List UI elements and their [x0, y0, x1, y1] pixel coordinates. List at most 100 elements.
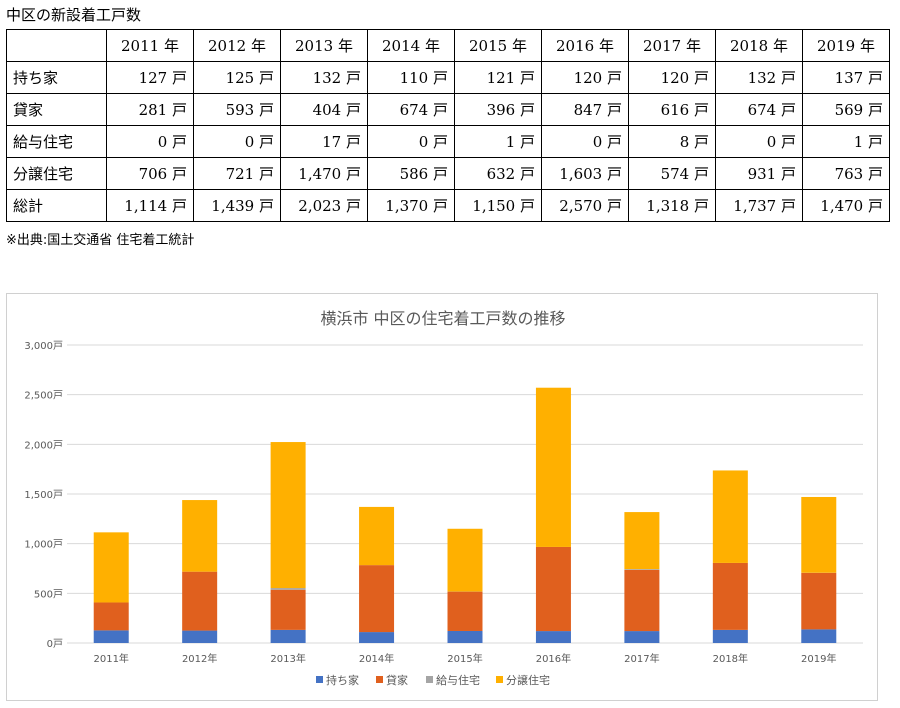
table-cell: 1,470 戸	[280, 157, 368, 190]
table-cell: 616 戸	[628, 93, 716, 126]
table-cell: 1,470 戸	[802, 189, 890, 222]
bar-segment	[535, 387, 571, 547]
table-cell: 8 戸	[628, 125, 716, 158]
header-year-cell: 2015 年	[454, 29, 542, 62]
y-tick-label: 2,500戸	[24, 390, 63, 402]
table-cell: 632 戸	[454, 157, 542, 190]
chart-title: 横浜市 中区の住宅着工戸数の推移	[320, 309, 565, 328]
row-label: 分譲住宅	[6, 157, 107, 190]
table-row: 貸家 281 戸 593 戸 404 戸 674 戸 396 戸 847 戸 616 戸 674…	[6, 93, 890, 126]
legend-label: 給与住宅	[436, 673, 480, 687]
x-tick-label: 2011年	[93, 652, 128, 665]
table-cell: 132 戸	[715, 61, 803, 94]
bar-segment	[270, 442, 306, 589]
table-cell: 847 戸	[541, 93, 629, 126]
row-label: 給与住宅	[6, 125, 107, 158]
bar-segment	[270, 588, 306, 590]
table-cell: 593 戸	[193, 93, 281, 126]
stacked-bar-chart: 横浜市 中区の住宅着工戸数の推移 0戸 500戸 1,000戸 1,500戸 2,000…	[6, 293, 878, 701]
bar-segment	[624, 569, 660, 570]
table-cell: 396 戸	[454, 93, 542, 126]
legend-label: 分譲住宅	[506, 673, 550, 687]
table-cell: 1 戸	[454, 125, 542, 158]
table-cell: 132 戸	[280, 61, 368, 94]
table-cell: 574 戸	[628, 157, 716, 190]
table-cell: 1,439 戸	[193, 189, 281, 222]
table-cell: 1,370 戸	[367, 189, 455, 222]
header-year-cell: 2018 年	[715, 29, 803, 62]
header-year-cell: 2013 年	[280, 29, 368, 62]
table-cell: 110 戸	[367, 61, 455, 94]
legend-label: 持ち家	[326, 673, 359, 687]
x-tick-label: 2015年	[447, 652, 482, 665]
bar-segment	[801, 629, 837, 643]
table-cell: 674 戸	[715, 93, 803, 126]
bar-segment	[182, 500, 218, 572]
table-cell: 569 戸	[802, 93, 890, 126]
table-cell: 763 戸	[802, 157, 890, 190]
header-corner-cell	[6, 29, 107, 62]
y-tick-label: 1,500戸	[24, 489, 63, 501]
row-label: 総計	[6, 189, 107, 222]
legend-label: 貸家	[386, 673, 408, 687]
table-cell: 0 戸	[541, 125, 629, 158]
bar-segment	[447, 591, 483, 631]
table-cell: 0 戸	[106, 125, 194, 158]
y-axis-ticks: 0戸 500戸 1,000戸 1,500戸 2,000戸 2,500戸 3,000戸	[24, 340, 63, 650]
housing-starts-table: 2011 年 2012 年 2013 年 2014 年 2015 年 2016 年 2017…	[6, 29, 890, 222]
table-cell: 17 戸	[280, 125, 368, 158]
table-cell: 281 戸	[106, 93, 194, 126]
bar-segment	[624, 631, 660, 643]
bar-segment	[270, 589, 306, 630]
bar-segment	[359, 565, 395, 633]
header-year-cell: 2011 年	[106, 29, 194, 62]
bar-segment	[270, 629, 306, 643]
bar-segment	[712, 629, 748, 643]
header-year-cell: 2019 年	[802, 29, 890, 62]
header-year-cell: 2012 年	[193, 29, 281, 62]
bar-segment	[624, 512, 660, 570]
table-cell: 1,737 戸	[715, 189, 803, 222]
table-cell: 1,318 戸	[628, 189, 716, 222]
table-cell: 1,603 戸	[541, 157, 629, 190]
bar-segment	[535, 546, 571, 632]
bar-segment	[359, 632, 395, 643]
table-cell: 0 戸	[193, 125, 281, 158]
x-tick-label: 2014年	[359, 652, 394, 665]
table-cell: 0 戸	[367, 125, 455, 158]
bar-segment	[93, 602, 129, 631]
bars	[93, 387, 837, 643]
table-cell: 1 戸	[802, 125, 890, 158]
y-tick-label: 1,000戸	[24, 539, 63, 551]
table-cell: 1,150 戸	[454, 189, 542, 222]
table-cell: 120 戸	[628, 61, 716, 94]
x-tick-label: 2019年	[801, 652, 836, 665]
legend-swatch	[376, 676, 383, 683]
bar-segment	[801, 572, 837, 630]
legend: 持ち家 貸家 給与住宅 分譲住宅	[316, 673, 550, 687]
y-tick-label: 3,000戸	[24, 340, 63, 352]
table-cell: 404 戸	[280, 93, 368, 126]
bar-segment	[447, 630, 483, 643]
bar-segment	[182, 571, 218, 631]
table-row: 総計 1,114 戸 1,439 戸 2,023 戸 1,370 戸 1,150 戸 2,5…	[6, 189, 890, 222]
y-tick-label: 0戸	[47, 638, 63, 650]
table-cell: 120 戸	[541, 61, 629, 94]
table-cell: 706 戸	[106, 157, 194, 190]
header-year-cell: 2017 年	[628, 29, 716, 62]
table-cell: 137 戸	[802, 61, 890, 94]
legend-swatch	[316, 676, 323, 683]
chart-canvas: 横浜市 中区の住宅着工戸数の推移 0戸 500戸 1,000戸 1,500戸 2,000…	[24, 309, 863, 687]
row-label: 持ち家	[6, 61, 107, 94]
source-note: ※出典:国土交通省 住宅着工統計	[6, 233, 195, 248]
x-tick-label: 2017年	[624, 652, 659, 665]
table-cell: 931 戸	[715, 157, 803, 190]
header-year-cell: 2014 年	[367, 29, 455, 62]
table-cell: 674 戸	[367, 93, 455, 126]
bar-segment	[535, 631, 571, 643]
bar-segment	[359, 506, 395, 566]
bar-segment	[447, 528, 483, 592]
bar-segment	[93, 630, 129, 643]
bar-segment	[182, 630, 218, 643]
